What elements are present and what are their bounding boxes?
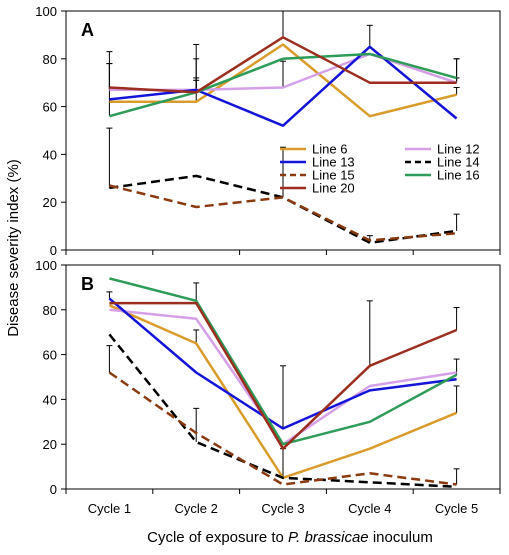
x-tick-label: Cycle 2: [175, 501, 218, 516]
x-axis-title-suffix: inoculum: [369, 529, 433, 546]
y-tick-label: 60: [43, 348, 57, 363]
panel-label: A: [81, 20, 94, 40]
legend-label-line-14: Line 14: [437, 155, 480, 170]
y-tick-label: 20: [43, 195, 57, 210]
panel-b: 0 20 40 60 80 100 Cycle 1 Cycle 2 Cycle 3 Cycle 4…: [35, 258, 501, 516]
series-line-line-20: [109, 36, 457, 94]
legend-label-line-15: Line 15: [312, 168, 355, 183]
series-line-line-20: [109, 301, 458, 450]
y-tick-label: 100: [35, 4, 57, 19]
legend-label-line-16: Line 16: [437, 168, 480, 183]
series-line-line-13: [108, 297, 457, 430]
series-line-line-16: [109, 52, 457, 118]
series-line-line-13: [109, 45, 458, 127]
y-tick-label: 0: [50, 243, 57, 258]
y-tick-label: 0: [50, 482, 57, 497]
y-tick-label: 80: [43, 52, 57, 67]
x-tick-label: Cycle 5: [435, 501, 478, 516]
panel-a: 0 20 40 60 80 100 A Line 6 Line 12 Line 13 Line 14…: [35, 4, 501, 258]
plot-frame: [65, 264, 501, 490]
legend: Line 6 Line 12 Line 13 Line 14 Line 15 Line 1…: [280, 142, 480, 196]
series-line-line-15: [109, 184, 457, 242]
y-tick-label: 100: [35, 258, 57, 273]
x-tick-label: Cycle 4: [348, 501, 391, 516]
x-tick-label: Cycle 1: [88, 501, 131, 516]
legend-label-line-20: Line 20: [312, 181, 355, 196]
legend-label-line-6: Line 6: [312, 142, 347, 157]
series-line-line-6: [109, 43, 457, 118]
legend-label-line-12: Line 12: [437, 142, 480, 157]
series-line-line-14: [109, 174, 457, 245]
y-tick-label: 40: [43, 392, 57, 407]
x-axis-title: Cycle of exposure to P. brassicae inocul…: [147, 529, 433, 546]
plot-frame: [65, 10, 501, 251]
series-line-line-15: [108, 371, 457, 486]
series-line-line-14: [108, 333, 457, 489]
y-tick-label: 80: [43, 303, 57, 318]
y-tick-label: 20: [43, 437, 57, 452]
x-tick-label: Cycle 3: [261, 501, 304, 516]
y-tick-label: 40: [43, 147, 57, 162]
series-line-line-16: [109, 277, 458, 446]
y-axis-title: Disease severity index (%): [5, 159, 22, 337]
panel-label: B: [81, 274, 94, 294]
y-tick-label: 60: [43, 100, 57, 115]
x-axis-title-prefix: Cycle of exposure to: [147, 529, 288, 546]
legend-label-line-13: Line 13: [312, 155, 355, 170]
x-axis-title-species: P. brassicae: [288, 529, 369, 546]
